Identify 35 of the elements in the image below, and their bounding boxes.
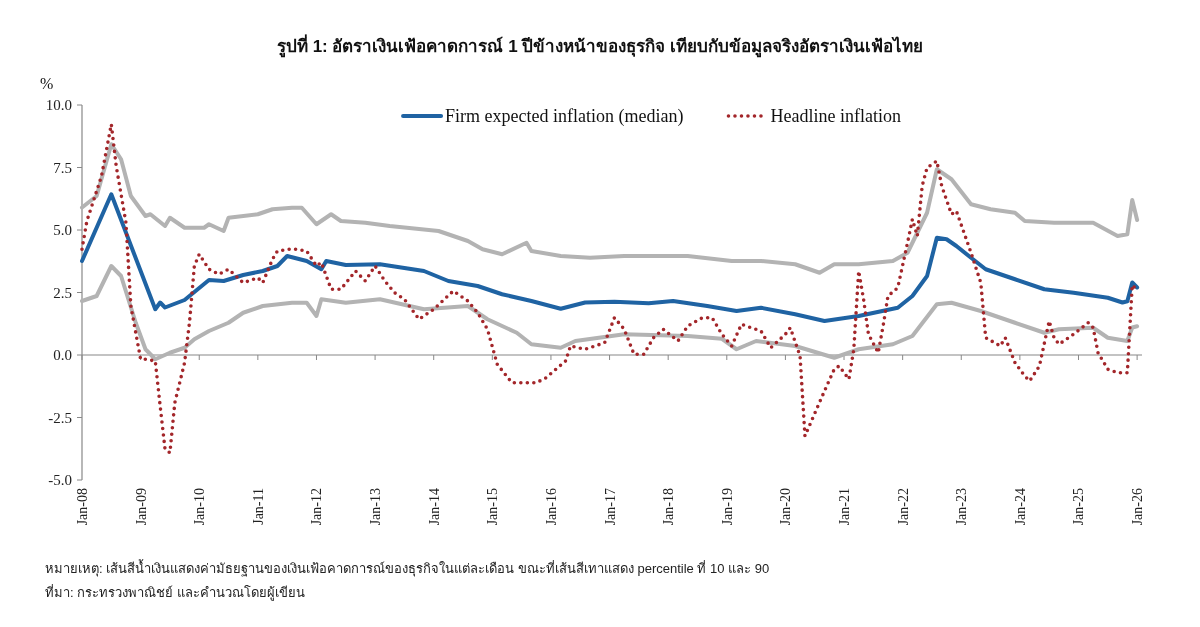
y-tick-label: 5.0	[53, 222, 72, 238]
line-series	[80, 264, 1140, 362]
x-tick-label: Jan-21	[837, 488, 853, 526]
y-tick-label: -2.5	[48, 409, 72, 426]
line-series	[80, 192, 1140, 323]
x-tick-label: Jan-12	[309, 488, 325, 526]
x-tick-label: Jan-17	[602, 488, 618, 526]
x-tick-label: Jan-16	[543, 488, 559, 526]
y-tick-label: 2.5	[53, 284, 72, 301]
x-tick-label: Jan-08	[75, 488, 90, 526]
y-tick-label: 10.0	[45, 97, 72, 113]
x-tick-label: Jan-14	[426, 488, 442, 526]
x-tick-label: Jan-25	[1071, 488, 1087, 526]
y-tick-label: -5.0	[48, 472, 72, 488]
chart-title: รูปที่ 1: อัตราเงินเฟ้อคาดการณ์ 1 ปีข้างหน้าของธุรกิจ เทียบกับข้อมูลจริงอัตราเงินเฟ้อไทย	[276, 34, 924, 58]
x-tick-label: Jan-10	[192, 488, 208, 526]
line-series	[80, 142, 1140, 275]
legend-label: Headline inflation	[770, 106, 901, 126]
x-tick-label: Jan-23	[954, 488, 970, 526]
x-tick-label: Jan-20	[778, 488, 794, 526]
x-tick-label: Jan-09	[133, 488, 149, 526]
x-tick-label: Jan-18	[661, 488, 677, 526]
y-tick-label: 0.0	[53, 347, 72, 363]
x-tick-label: Jan-24	[1012, 488, 1028, 526]
x-tick-label: Jan-11	[250, 488, 266, 525]
x-tick-label: Jan-15	[485, 488, 501, 526]
x-tick-label: Jan-19	[719, 488, 735, 526]
y-axis-title: %	[40, 75, 54, 92]
legend-label: Firm expected inflation (median)	[445, 106, 684, 127]
text: หมายเหตุ: เส้นสีน้ำเงินแสดงค่ามัธยฐานของเงินเฟ้อคาดการณ์ของธุรกิจในแต่ละเดือน ขณะที่เส้นสีเทาแสดง percentile ที่ 10 และ 90	[45, 559, 770, 577]
text: ที่มา: กระทรวงพาณิชย์ และคำนวณโดยผู้เขียน	[45, 584, 305, 601]
y-tick-label: 7.5	[53, 159, 72, 176]
x-tick-label: Jan-26	[1130, 488, 1146, 526]
x-tick-label: Jan-22	[895, 488, 911, 526]
x-tick-label: Jan-13	[368, 488, 384, 526]
